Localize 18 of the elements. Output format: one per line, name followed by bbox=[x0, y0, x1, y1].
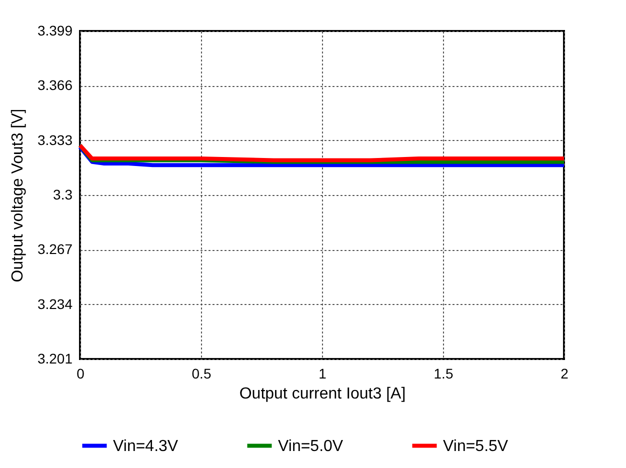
y-tick-label: 3.366 bbox=[37, 77, 73, 94]
x-axis-title: Output current Iout3 [A] bbox=[239, 386, 406, 402]
x-tick-label: 1.5 bbox=[434, 366, 454, 382]
x-tick-label: 1 bbox=[318, 366, 327, 382]
line-series bbox=[78, 144, 566, 168]
legend-label: Vin=5.0V bbox=[278, 438, 344, 455]
y-tick-label: 3.267 bbox=[37, 241, 73, 258]
x-tick-label: 0 bbox=[76, 366, 85, 382]
legend-label: Vin=5.5V bbox=[443, 438, 508, 455]
x-tick-label: 2 bbox=[560, 366, 569, 382]
y-axis-title: Output voltage Vout3 [V] bbox=[9, 108, 26, 282]
y-tick-label: 3.3 bbox=[53, 186, 73, 202]
y-tick-label: 3.201 bbox=[37, 350, 73, 366]
x-tick-label: 0.5 bbox=[192, 366, 212, 382]
legend-label: Vin=4.3V bbox=[113, 438, 178, 455]
y-tick-label: 3.234 bbox=[37, 296, 73, 312]
y-tick-label: 3.333 bbox=[37, 132, 73, 148]
y-tick-label: 3.399 bbox=[37, 22, 73, 38]
